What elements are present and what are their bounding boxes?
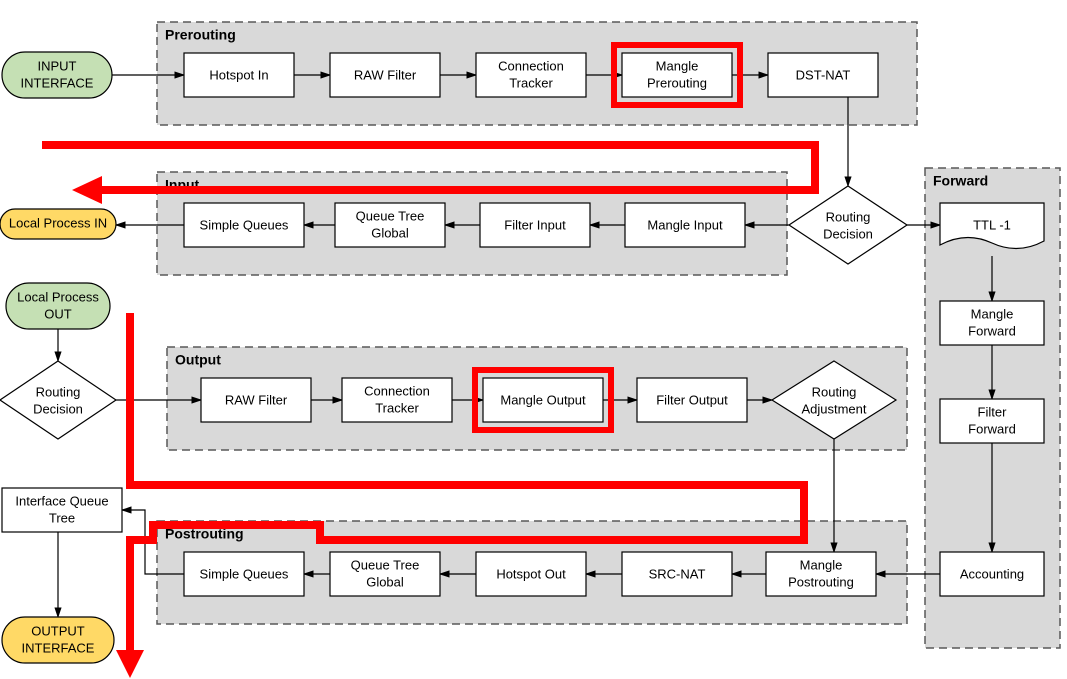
svg-text:Prerouting: Prerouting bbox=[647, 75, 707, 90]
svg-text:Forward: Forward bbox=[968, 323, 1016, 338]
svg-text:Mangle: Mangle bbox=[800, 557, 843, 572]
svg-text:Mangle Input: Mangle Input bbox=[647, 217, 723, 232]
svg-text:Local Process IN: Local Process IN bbox=[9, 215, 107, 230]
svg-text:Prerouting: Prerouting bbox=[165, 27, 236, 43]
svg-text:Adjustment: Adjustment bbox=[801, 401, 866, 416]
svg-text:Hotspot In: Hotspot In bbox=[209, 67, 268, 82]
svg-text:Queue Tree: Queue Tree bbox=[351, 557, 420, 572]
svg-text:Hotspot Out: Hotspot Out bbox=[496, 566, 566, 581]
svg-text:Filter: Filter bbox=[978, 404, 1008, 419]
svg-text:TTL -1: TTL -1 bbox=[973, 217, 1011, 232]
svg-text:Postrouting: Postrouting bbox=[788, 574, 854, 589]
svg-text:Forward: Forward bbox=[933, 173, 988, 189]
svg-text:Decision: Decision bbox=[823, 226, 873, 241]
svg-text:Tracker: Tracker bbox=[375, 400, 419, 415]
svg-text:SRC-NAT: SRC-NAT bbox=[649, 566, 706, 581]
svg-text:Mangle: Mangle bbox=[656, 58, 699, 73]
svg-text:Connection: Connection bbox=[498, 58, 564, 73]
svg-text:DST-NAT: DST-NAT bbox=[796, 67, 851, 82]
svg-text:Routing: Routing bbox=[36, 384, 81, 399]
diamond-routing_decision_out bbox=[0, 361, 116, 439]
svg-text:Routing: Routing bbox=[826, 209, 871, 224]
svg-text:Simple Queues: Simple Queues bbox=[200, 566, 289, 581]
svg-text:Decision: Decision bbox=[33, 401, 83, 416]
svg-text:Filter Output: Filter Output bbox=[656, 392, 728, 407]
svg-text:Global: Global bbox=[371, 225, 409, 240]
svg-text:Mangle: Mangle bbox=[971, 306, 1014, 321]
svg-text:Output: Output bbox=[175, 352, 221, 368]
svg-text:Tree: Tree bbox=[49, 510, 75, 525]
diamond-routing_decision_top bbox=[789, 186, 907, 264]
svg-text:Local Process: Local Process bbox=[17, 289, 99, 304]
svg-text:RAW Filter: RAW Filter bbox=[225, 392, 288, 407]
packet-flow-diagram: PreroutingInputOutputPostroutingForward … bbox=[0, 0, 1067, 679]
svg-text:OUT: OUT bbox=[44, 306, 72, 321]
svg-text:Forward: Forward bbox=[968, 421, 1016, 436]
svg-text:Tracker: Tracker bbox=[509, 75, 553, 90]
svg-text:Queue Tree: Queue Tree bbox=[356, 208, 425, 223]
svg-text:RAW Filter: RAW Filter bbox=[354, 67, 417, 82]
svg-text:Mangle Output: Mangle Output bbox=[500, 392, 586, 407]
svg-text:Global: Global bbox=[366, 574, 404, 589]
svg-text:INTERFACE: INTERFACE bbox=[21, 75, 94, 90]
svg-text:Simple Queues: Simple Queues bbox=[200, 217, 289, 232]
svg-text:INTERFACE: INTERFACE bbox=[22, 640, 95, 655]
svg-text:Filter Input: Filter Input bbox=[504, 217, 566, 232]
svg-text:Interface Queue: Interface Queue bbox=[15, 493, 108, 508]
svg-text:Connection: Connection bbox=[364, 383, 430, 398]
svg-text:Accounting: Accounting bbox=[960, 566, 1024, 581]
svg-text:OUTPUT: OUTPUT bbox=[31, 623, 85, 638]
svg-text:INPUT: INPUT bbox=[38, 58, 77, 73]
svg-text:Routing: Routing bbox=[812, 384, 857, 399]
